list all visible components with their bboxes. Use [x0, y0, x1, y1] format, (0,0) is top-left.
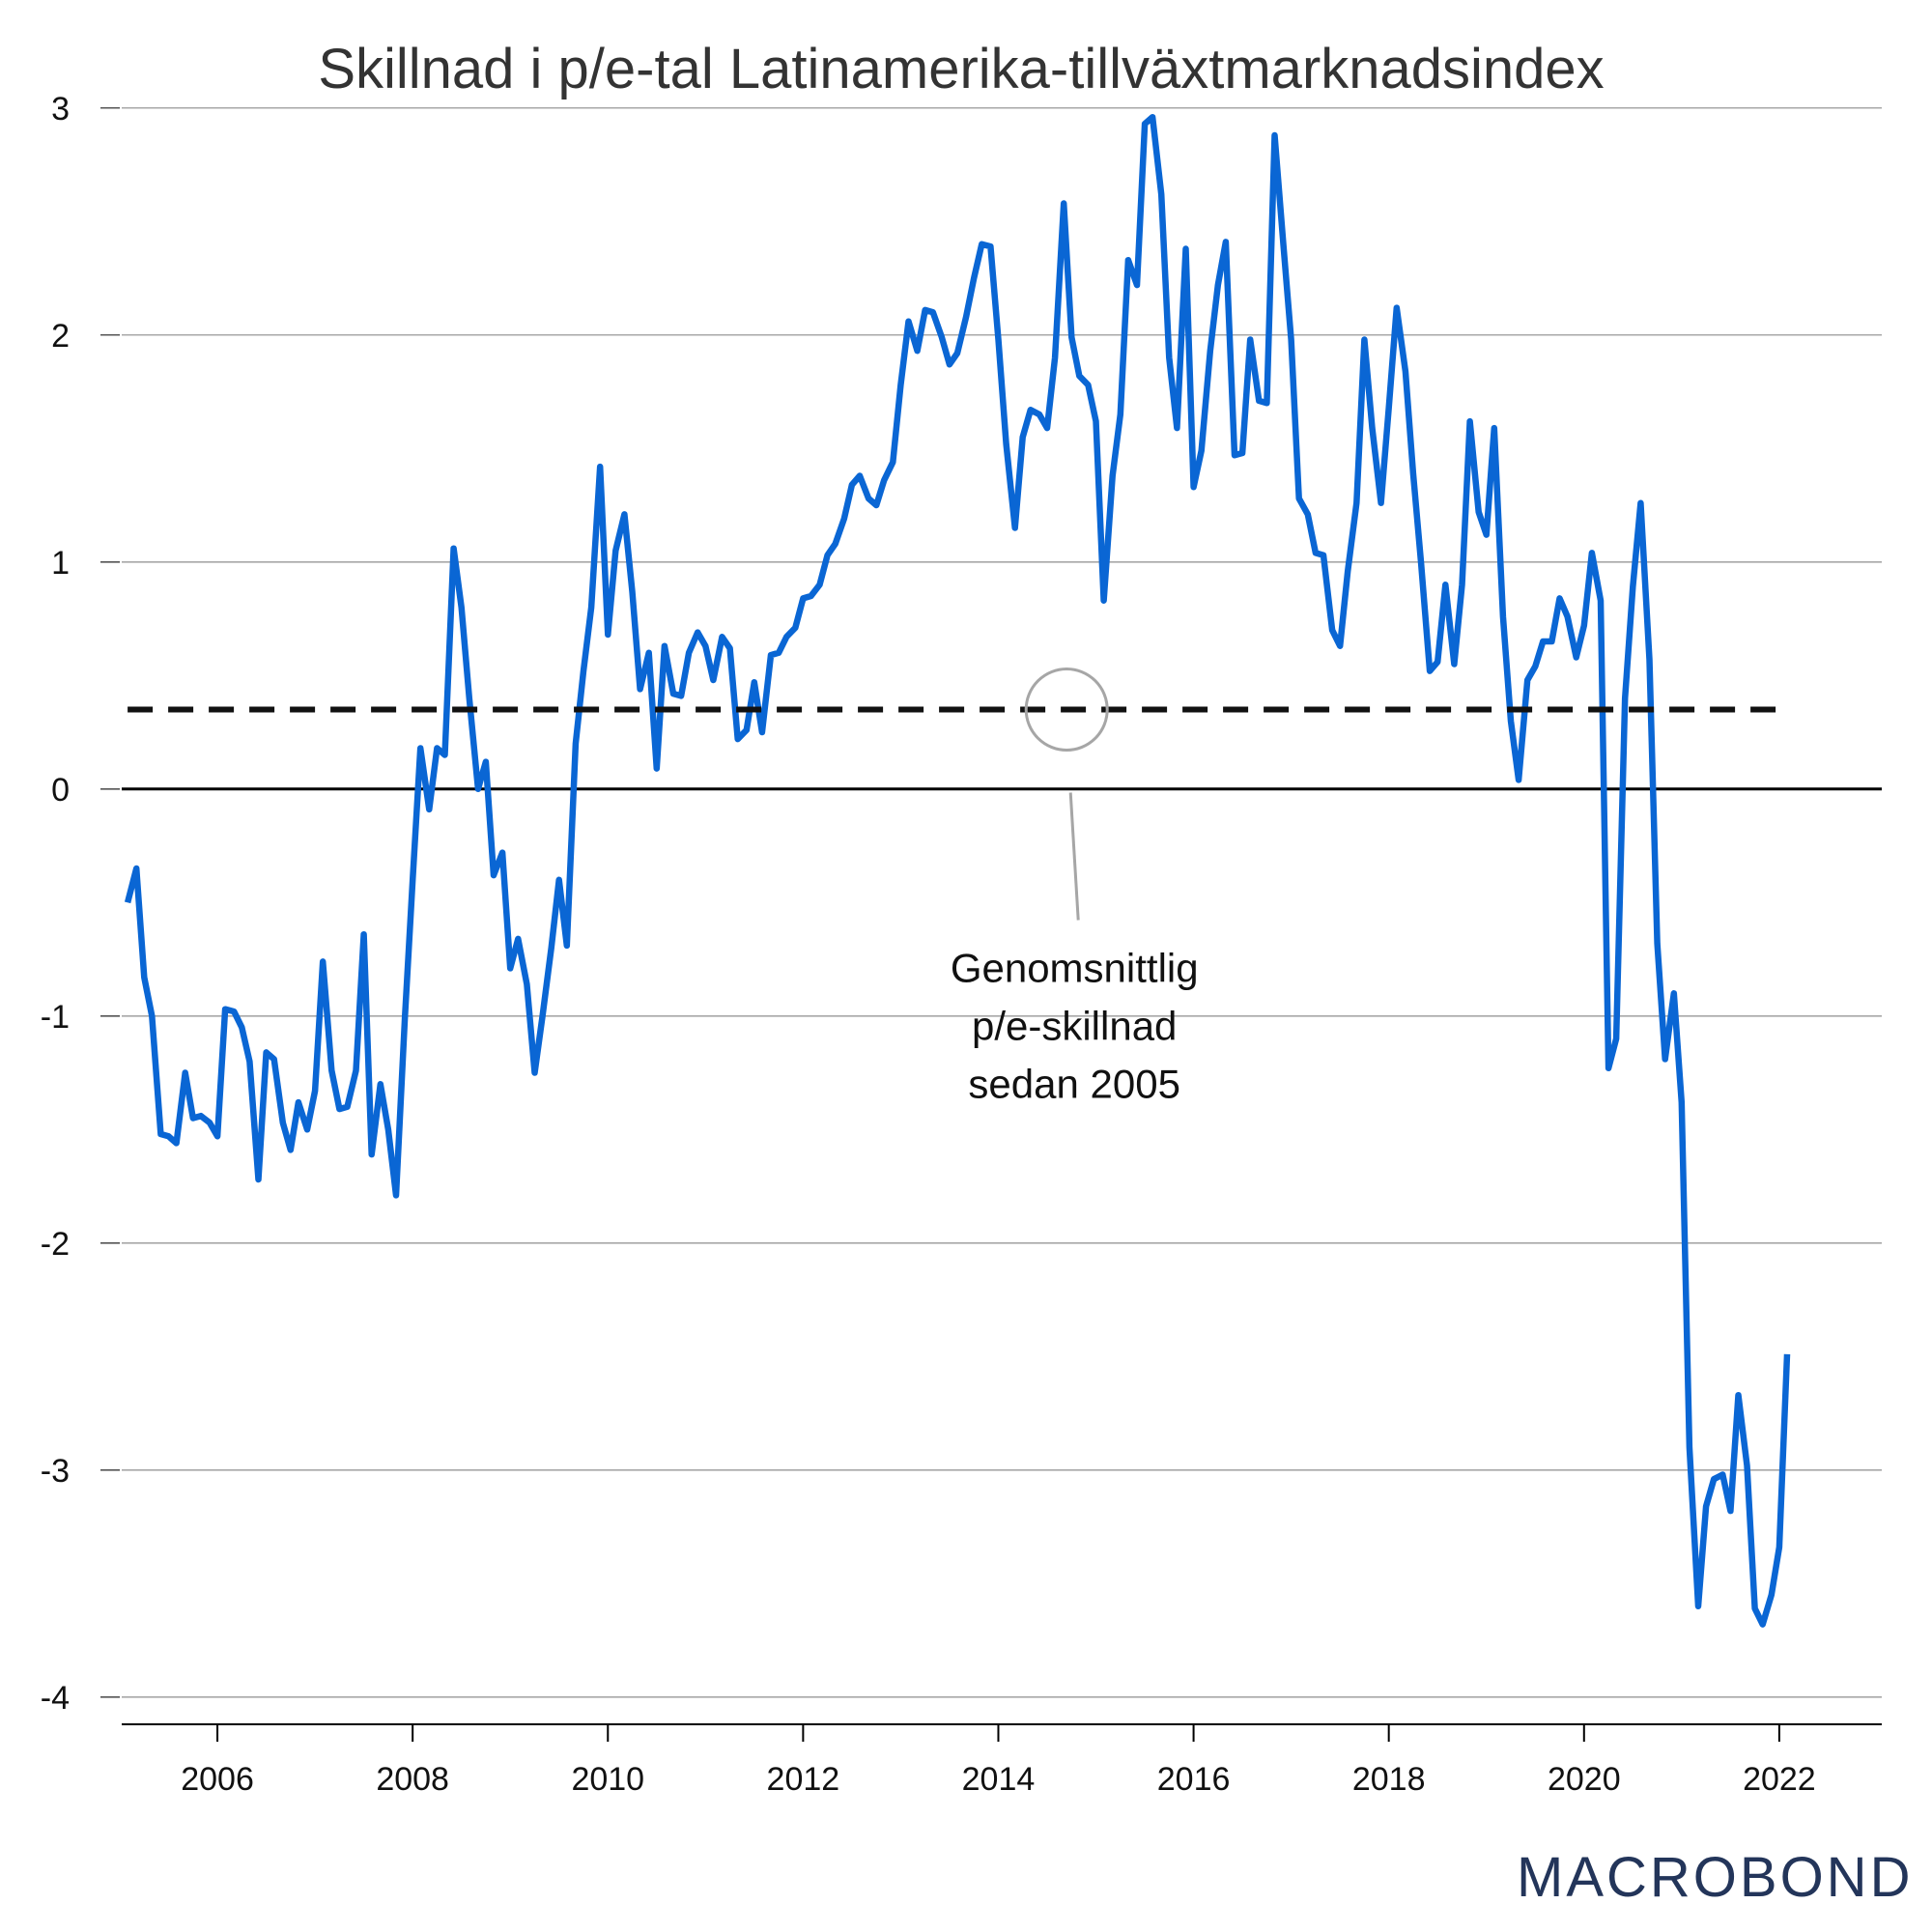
y-tick-label: -3 [41, 1453, 70, 1490]
chart-title: Skillnad i p/e-tal Latinamerika-tillväxt… [318, 38, 1605, 100]
y-tick-label: -2 [41, 1226, 70, 1263]
y-tick-label: 0 [51, 772, 70, 809]
annotation-text: sedan 2005 [968, 1062, 1180, 1107]
x-tick-label: 2014 [962, 1761, 1036, 1798]
y-tick-label: 3 [51, 91, 70, 128]
annotation-text: p/e-skillnad [972, 1004, 1177, 1049]
x-tick-label: 2006 [181, 1761, 254, 1798]
x-tick-label: 2018 [1352, 1761, 1426, 1798]
series [124, 113, 1791, 1628]
annotation-leader-line [1068, 792, 1080, 921]
x-tick-label: 2012 [767, 1761, 840, 1798]
x-tick-label: 2022 [1743, 1761, 1816, 1798]
y-tick-label: -4 [41, 1680, 70, 1717]
macrobond-logo: MACROBOND [1517, 1846, 1914, 1909]
y-tick-label: 1 [51, 545, 70, 582]
x-tick-label: 2020 [1548, 1761, 1621, 1798]
annotation-text: Genomsnittlig [951, 946, 1199, 991]
x-tick-label: 2016 [1157, 1761, 1231, 1798]
y-tick-label: -1 [41, 999, 70, 1036]
pe-difference-line [124, 113, 1791, 1628]
annotation-circle [1024, 668, 1109, 753]
x-tick-label: 2010 [571, 1761, 644, 1798]
y-tick-label: 2 [51, 318, 70, 355]
axes: 3 2 1 0 -1 -2 -3 -4 2006 2008 2010 2012 2014 2016 2018… [41, 91, 1882, 1798]
annotation: Genomsnittlig p/e-skillnad sedan 2005 [951, 668, 1199, 1107]
x-tick-label: 2008 [376, 1761, 449, 1798]
